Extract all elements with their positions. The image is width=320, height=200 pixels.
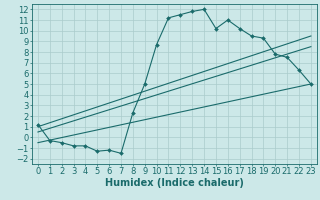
X-axis label: Humidex (Indice chaleur): Humidex (Indice chaleur) [105, 178, 244, 188]
